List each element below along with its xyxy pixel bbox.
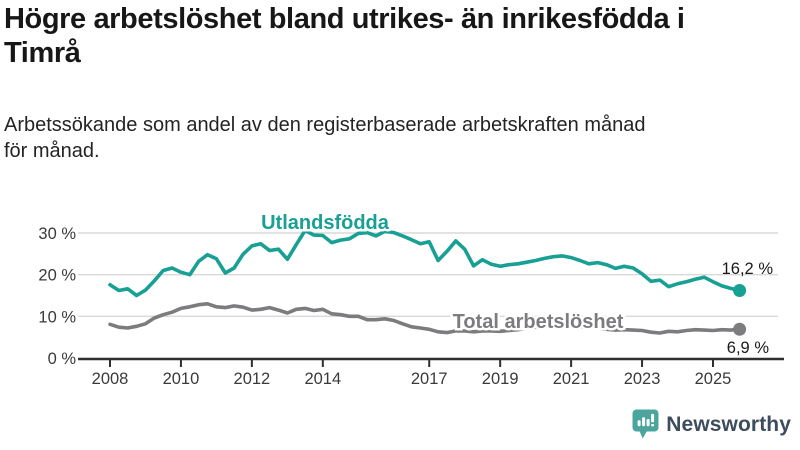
y-axis-label: 20 % <box>38 267 76 285</box>
x-axis-label: 2012 <box>234 370 271 388</box>
series-label-0: Utlandsfödda <box>261 212 390 234</box>
series-line-0 <box>108 228 742 298</box>
line-chart: 0 % 10 % 20 % 30 % 2008 2010 2012 2014 2017 2019 2… <box>38 210 784 388</box>
newsworthy-logo[interactable]: Newsworthy <box>632 409 791 440</box>
newsworthy-logo-icon <box>632 409 659 439</box>
x-axis-label: 2025 <box>695 370 732 388</box>
x-axis-label: 2017 <box>411 370 448 388</box>
series-end-dot-1 <box>733 322 747 336</box>
x-axis-label: 2008 <box>92 370 129 388</box>
x-axis-label: 2023 <box>624 370 661 388</box>
x-axis-label: 2021 <box>553 370 590 388</box>
newsworthy-logo-text: Newsworthy <box>666 412 791 436</box>
series-label-1: Total arbetslöshet <box>453 311 624 333</box>
x-axis-label: 2014 <box>304 370 341 388</box>
x-axis-label: 2019 <box>482 370 519 388</box>
page-title: Högre arbetslöshet bland utrikes- än inr… <box>4 3 685 70</box>
series-end-value-0: 16,2 % <box>722 260 774 278</box>
y-axis-label: 10 % <box>38 308 76 326</box>
y-axis-label: 0 % <box>48 350 77 368</box>
series-end-value-1: 6,9 % <box>727 339 770 357</box>
series-end-dot-0 <box>733 284 747 297</box>
y-axis-label: 30 % <box>38 225 76 243</box>
page-subtitle: Arbetssökande som andel av den registerb… <box>4 114 646 163</box>
series-line-1 <box>108 302 742 335</box>
x-axis-label: 2010 <box>163 370 200 388</box>
